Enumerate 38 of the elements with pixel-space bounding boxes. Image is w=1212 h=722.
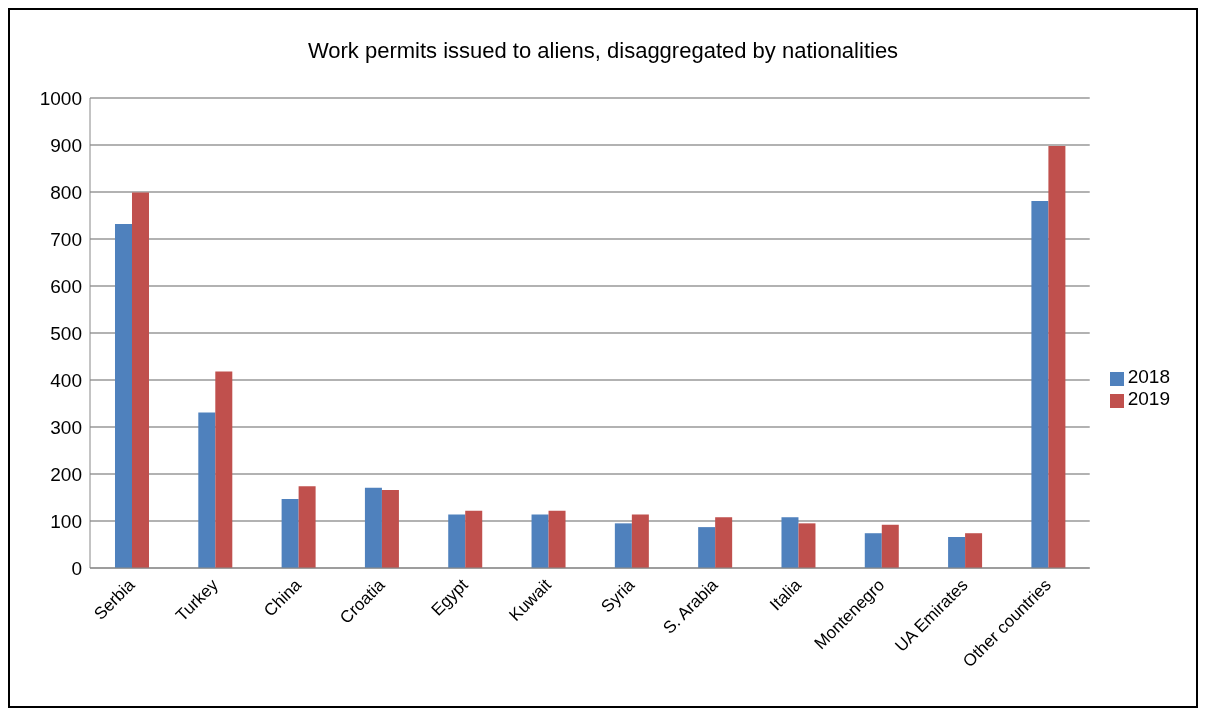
y-tick-label: 200 [50,463,82,485]
bar [531,514,549,568]
bar [864,533,882,568]
y-tick-label: 500 [50,322,82,344]
bar [548,510,566,568]
bar [215,371,233,568]
chart-title: Work permits issued to aliens, disaggregated by nationalities [306,37,900,65]
bar [715,517,733,568]
bar [1031,200,1049,568]
bar [281,498,299,568]
y-tick-label: 700 [50,228,82,250]
bar [698,527,716,568]
bar [298,486,316,568]
bar [781,517,799,568]
bar [614,523,632,568]
legend-label: 2018 [1127,366,1170,387]
y-tick-label: 300 [50,416,82,438]
y-tick-label: 900 [50,134,82,156]
bar [198,412,216,568]
bar [965,533,983,568]
bar [131,192,149,568]
y-tick-label: 0 [71,557,82,579]
bar [798,523,816,568]
bar [881,524,899,568]
legend-label: 2019 [1127,388,1170,409]
bar [631,514,649,568]
bar [381,489,399,568]
y-tick-label: 100 [50,510,82,532]
y-tick-label: 1000 [39,87,82,109]
bar [364,487,382,568]
y-tick-label: 400 [50,369,82,391]
bar [114,223,132,568]
bar [448,514,466,568]
bar [465,510,483,568]
bar [1048,145,1066,568]
bar [948,536,966,568]
y-tick-label: 800 [50,181,82,203]
y-tick-label: 600 [50,275,82,297]
